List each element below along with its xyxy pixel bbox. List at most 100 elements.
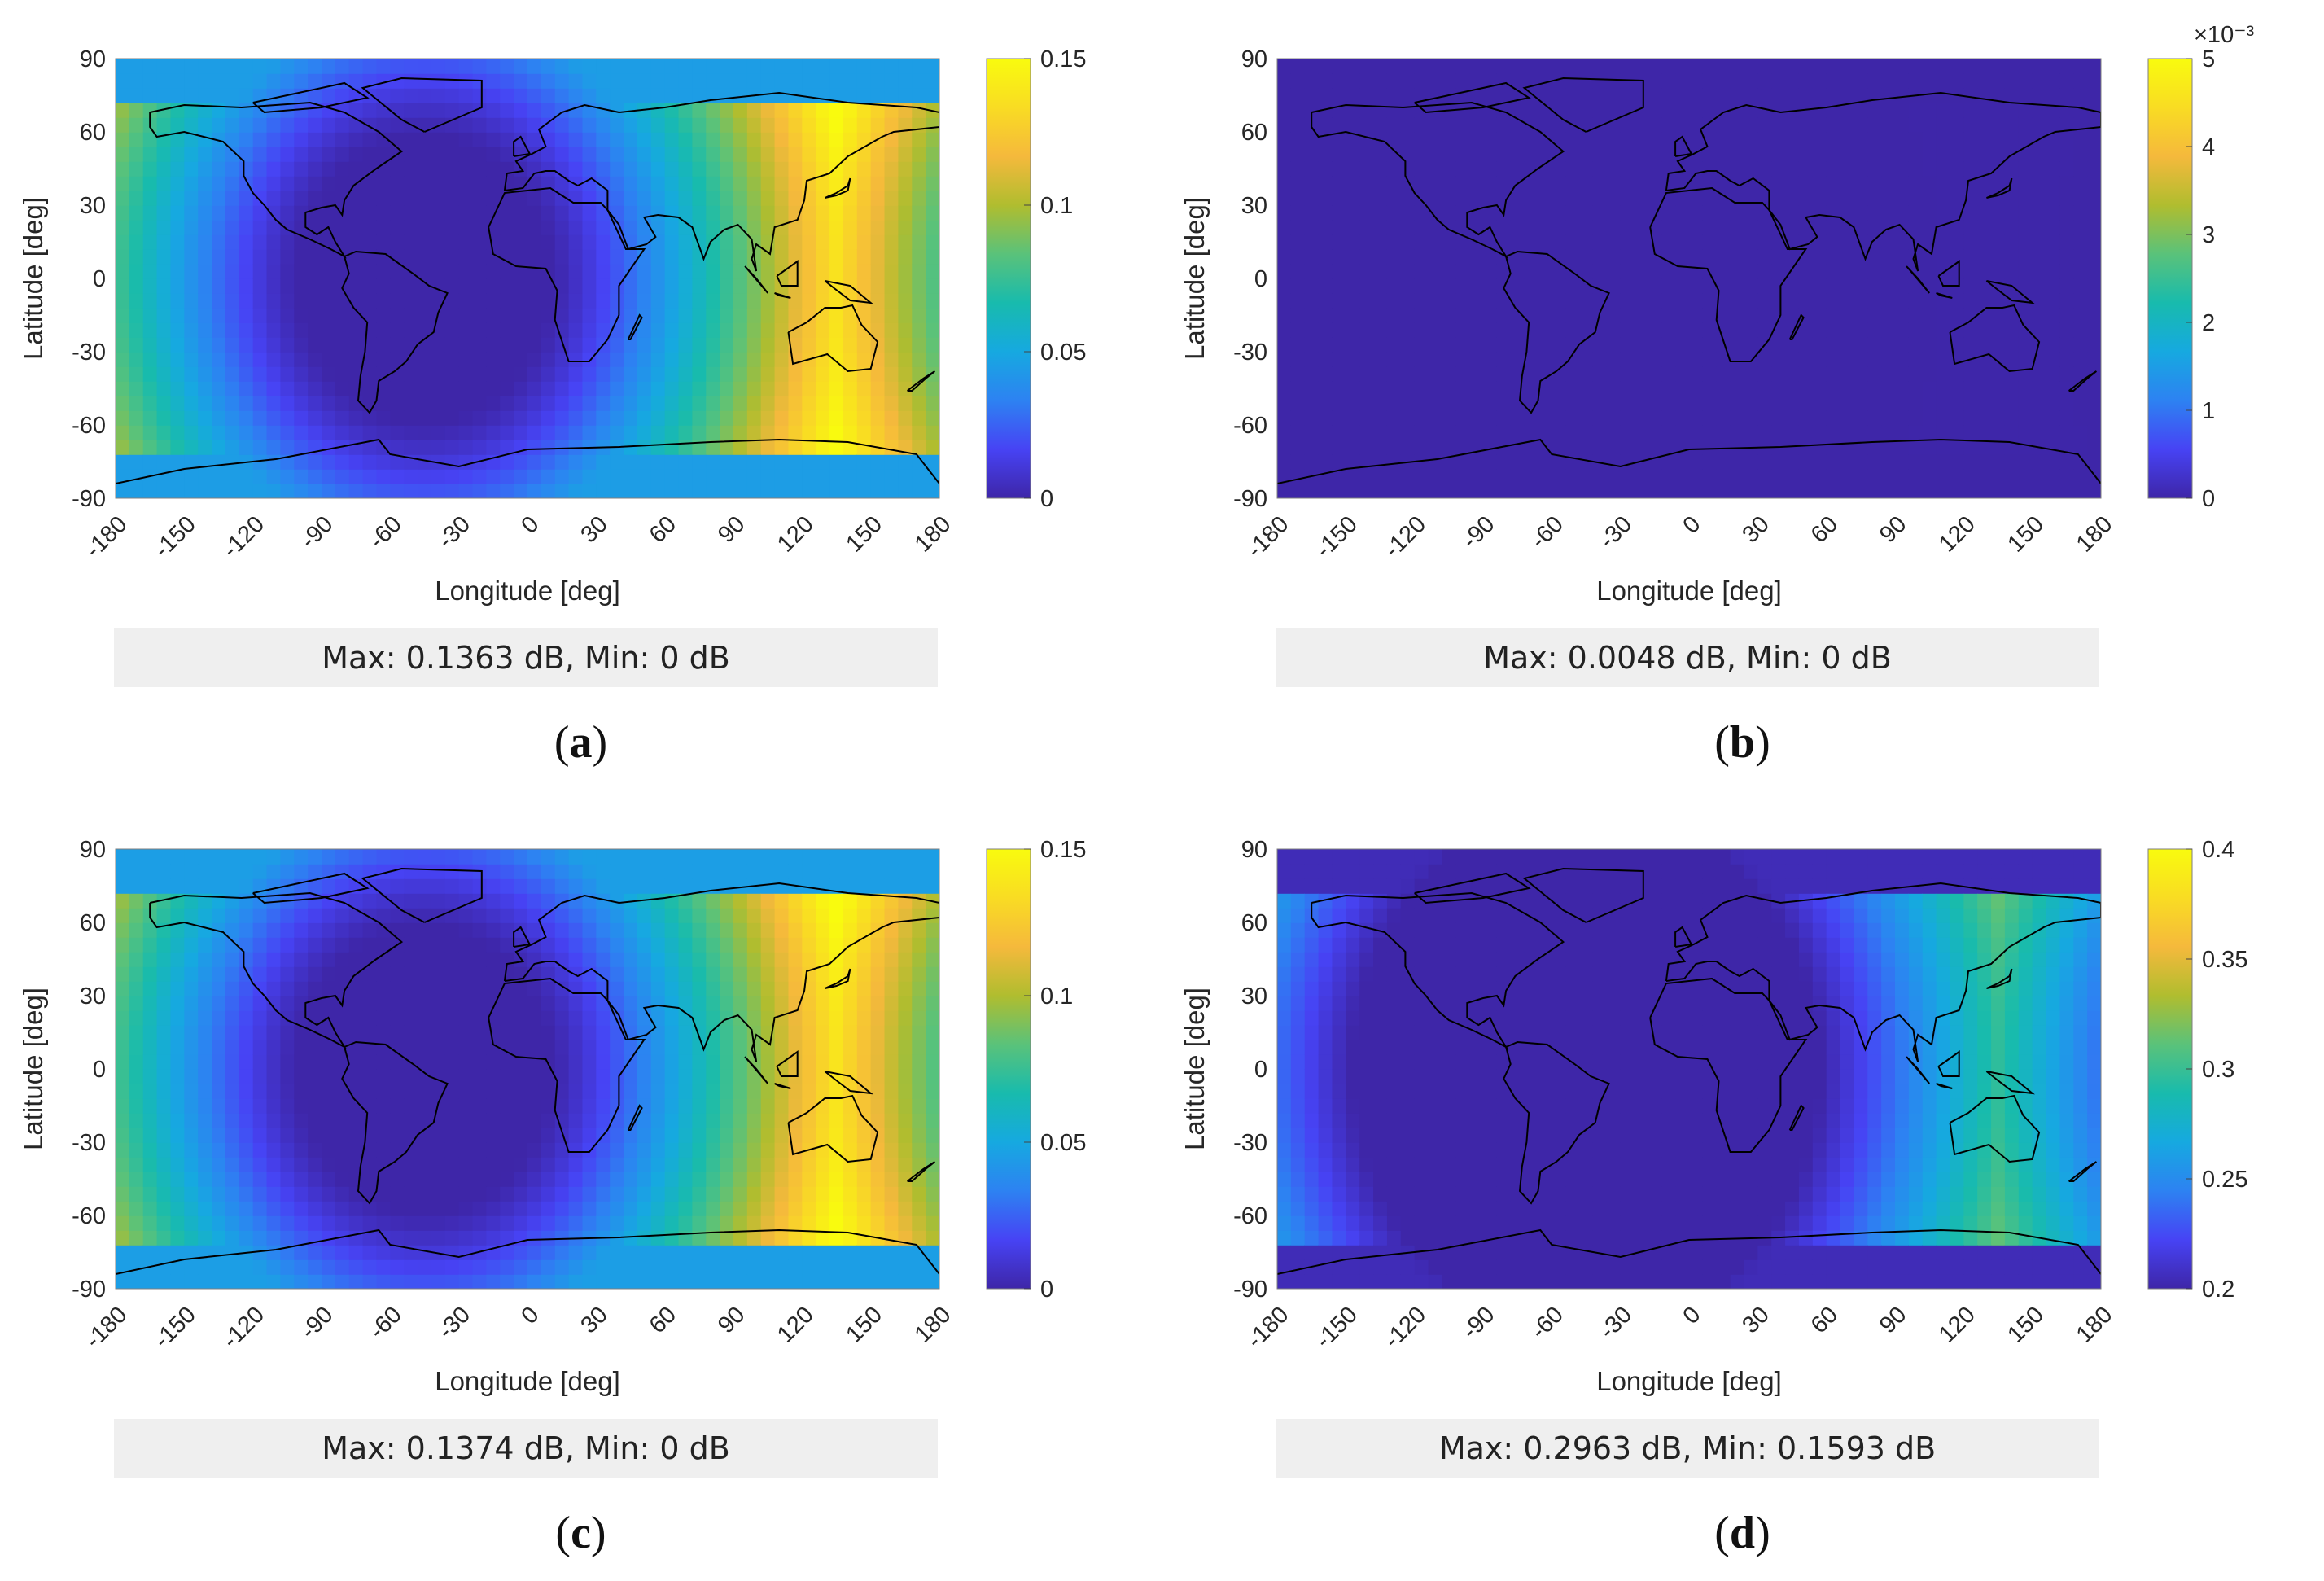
- xtick-label: 30: [576, 511, 612, 548]
- heatmap-field: [116, 59, 939, 498]
- ytick-label: -90: [1233, 1277, 1267, 1303]
- coastline-1: [341, 1040, 449, 1205]
- coastline-0: [149, 891, 404, 1049]
- coastline-9: [776, 260, 799, 287]
- coastline-13: [2068, 1161, 2098, 1182]
- xtick-label: -90: [295, 1302, 338, 1344]
- coastline-0: [149, 101, 404, 259]
- coastline-11: [627, 313, 643, 340]
- ytick-label: 60: [1241, 120, 1267, 146]
- colorbar: [986, 58, 1031, 499]
- ytick-label: 90: [1241, 837, 1267, 863]
- x-axis-label: Longitude [deg]: [435, 1366, 620, 1396]
- heatmap-field: [116, 849, 939, 1289]
- xtick-label: 0: [1678, 511, 1705, 539]
- panel-b: 90 60 30 0 -30 -60 -90 -180 -150 -120 -90 -60 -30 0 30…: [1162, 0, 2323, 790]
- xtick-label: -180: [81, 1302, 133, 1354]
- xtick-label: -150: [1311, 511, 1363, 563]
- xtick-label: -30: [433, 1302, 475, 1344]
- xtick-label: 150: [2002, 1302, 2049, 1348]
- xtick-label: 30: [1737, 1302, 1774, 1338]
- coastline-8: [774, 1083, 791, 1089]
- coastline-15: [252, 872, 370, 904]
- colorbar-tick-label: 0.25: [2202, 1167, 2247, 1193]
- coastlines: [1277, 867, 2101, 1275]
- coastline-9: [1937, 1050, 1960, 1077]
- coastline-4: [503, 91, 939, 272]
- ytick-label: -60: [1233, 413, 1267, 439]
- summary-box-a: Max: 0.1363 dB, Min: 0 dB: [114, 628, 938, 687]
- xtick-label: 90: [713, 1302, 750, 1338]
- colorbar-tick-label: 0.05: [1040, 1130, 1086, 1156]
- xtick-label: 90: [1875, 1302, 1911, 1338]
- xtick-label: 120: [772, 1302, 819, 1348]
- coastline-7: [744, 265, 768, 294]
- coastline-7: [744, 1056, 768, 1084]
- coastline-15: [1414, 872, 1531, 904]
- coastline-4: [503, 882, 939, 1062]
- y-axis-label: Latitude [deg]: [18, 197, 48, 360]
- coastline-12: [513, 926, 532, 948]
- xtick-label: -90: [295, 511, 338, 554]
- panel-label-c: (c): [555, 1508, 606, 1558]
- ytick-label: -60: [1233, 1203, 1267, 1229]
- colorbar: [2147, 848, 2193, 1290]
- xtick-label: -180: [1242, 511, 1294, 563]
- summary-box-d: Max: 0.2963 dB, Min: 0.1593 dB: [1276, 1419, 2099, 1478]
- coastline-5: [1949, 1094, 2041, 1163]
- x-axis-label: Longitude [deg]: [1596, 1366, 1782, 1396]
- coastline-13: [2068, 370, 2098, 392]
- ytick-label: 30: [1241, 193, 1267, 219]
- ytick-label: 0: [1254, 1057, 1267, 1083]
- coastline-2: [361, 867, 483, 923]
- colorbar-tick-label: 0: [1040, 486, 1053, 512]
- coastline-14: [116, 438, 939, 484]
- xtick-label: -180: [81, 511, 133, 563]
- xtick-label: -120: [218, 1302, 270, 1354]
- ytick-label: 90: [80, 837, 106, 863]
- ytick-label: -30: [72, 339, 106, 366]
- panel-label-b: (b): [1714, 717, 1770, 768]
- coastline-3: [488, 977, 646, 1153]
- coastline-7: [1906, 1056, 1930, 1084]
- coastline-3: [1649, 977, 1808, 1153]
- xtick-label: 150: [841, 511, 887, 558]
- plot-frame: [1276, 58, 2102, 499]
- y-axis-label: Latitude [deg]: [1180, 988, 1210, 1150]
- ytick-label: 90: [80, 46, 106, 72]
- xtick-label: -60: [1526, 1302, 1569, 1344]
- colorbar-tick-label: 5: [2202, 46, 2215, 72]
- coastline-9: [1937, 260, 1960, 287]
- xtick-label: 0: [516, 1302, 544, 1329]
- ytick-label: 30: [80, 193, 106, 219]
- ytick-label: -30: [1233, 1130, 1267, 1156]
- xtick-label: -60: [365, 1302, 407, 1344]
- xtick-label: -60: [365, 511, 407, 554]
- coastline-10: [824, 280, 873, 304]
- colorbar-tick-label: 0.2: [2202, 1277, 2234, 1303]
- colorbar-tick-label: 4: [2202, 134, 2215, 160]
- ytick-label: 30: [80, 983, 106, 1009]
- coastline-5: [787, 1094, 879, 1163]
- ytick-label: -90: [1233, 486, 1267, 512]
- summary-box-c: Max: 0.1374 dB, Min: 0 dB: [114, 1419, 938, 1478]
- xtick-label: 180: [910, 511, 956, 558]
- coastline-5: [1949, 304, 2041, 373]
- summary-box-b: Max: 0.0048 dB, Min: 0 dB: [1276, 628, 2099, 687]
- colorbar-tick-label: 0.05: [1040, 339, 1086, 366]
- xtick-label: -120: [1380, 511, 1432, 563]
- colorbar-tick-label: 1: [2202, 398, 2215, 424]
- xtick-label: 120: [772, 511, 819, 558]
- colorbar-tick-label: 0.1: [1040, 983, 1073, 1009]
- heatmap-field: [1277, 849, 2101, 1289]
- panel-c: 90 60 30 0 -30 -60 -90 -180 -150 -120 -90 -60 -30 0 30…: [0, 790, 1162, 1581]
- xtick-label: -180: [1242, 1302, 1294, 1354]
- colorbar-tick-label: 0.1: [1040, 193, 1073, 219]
- xtick-label: 0: [1678, 1302, 1705, 1329]
- coastline-1: [1503, 1040, 1610, 1205]
- xtick-label: -30: [1595, 511, 1637, 554]
- xtick-label: -30: [1595, 1302, 1637, 1344]
- coastlines: [116, 77, 939, 484]
- colorbar-tick-label: 0.4: [2202, 837, 2234, 863]
- colorbar-tick-label: 2: [2202, 310, 2215, 336]
